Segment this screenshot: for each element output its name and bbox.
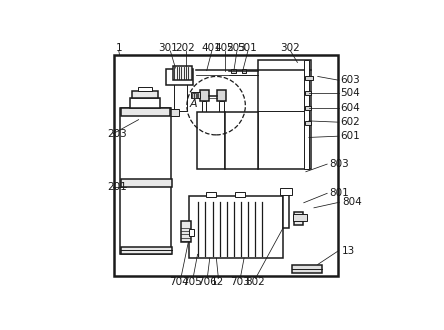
Text: 501: 501	[238, 44, 257, 53]
Bar	[121, 108, 170, 116]
Bar	[305, 106, 311, 110]
Text: 402: 402	[214, 44, 234, 53]
Text: 803: 803	[329, 159, 349, 169]
Bar	[190, 229, 194, 236]
Bar	[225, 112, 258, 169]
Bar	[304, 60, 309, 169]
Bar	[131, 98, 160, 108]
Bar	[218, 90, 226, 101]
Text: 201: 201	[107, 182, 127, 192]
Bar	[194, 93, 196, 98]
Bar	[305, 121, 311, 125]
Text: 13: 13	[342, 246, 355, 255]
Bar	[132, 91, 158, 98]
Bar	[121, 179, 172, 187]
Text: 12: 12	[211, 277, 225, 286]
Text: 1: 1	[116, 44, 123, 53]
Text: 703: 703	[230, 277, 250, 286]
Text: 802: 802	[245, 277, 265, 286]
Text: 604: 604	[341, 103, 361, 113]
Bar	[181, 221, 191, 242]
Text: 706: 706	[197, 277, 217, 286]
Text: 704: 704	[170, 277, 189, 286]
Bar	[170, 109, 178, 116]
Bar	[200, 90, 209, 101]
Text: A: A	[190, 99, 197, 110]
Text: 601: 601	[341, 131, 361, 141]
Text: 504: 504	[341, 88, 361, 98]
Bar	[235, 191, 246, 197]
Bar	[283, 193, 289, 228]
Bar	[166, 69, 193, 85]
Bar	[190, 196, 283, 258]
Bar	[138, 87, 152, 91]
Bar	[293, 212, 303, 225]
Bar	[258, 60, 311, 169]
Bar	[120, 108, 171, 254]
Bar	[305, 91, 311, 95]
Bar	[292, 265, 321, 273]
Text: 503: 503	[226, 44, 246, 53]
Bar	[202, 101, 206, 116]
Text: 602: 602	[341, 117, 361, 127]
Bar	[216, 115, 227, 125]
Bar	[174, 71, 187, 111]
Bar	[197, 93, 198, 98]
Bar	[197, 112, 225, 169]
Bar	[305, 76, 313, 80]
Bar	[219, 101, 224, 116]
Bar	[173, 66, 192, 80]
Bar	[293, 214, 307, 221]
Bar	[115, 55, 338, 276]
Bar	[242, 69, 246, 73]
Text: 301: 301	[158, 44, 178, 53]
Text: 401: 401	[201, 44, 221, 53]
Text: 302: 302	[280, 44, 300, 53]
Text: 801: 801	[329, 188, 349, 198]
Bar	[281, 188, 292, 195]
Text: 804: 804	[342, 197, 362, 207]
Text: 203: 203	[107, 129, 127, 139]
Bar	[191, 92, 200, 98]
Bar	[206, 191, 216, 197]
Text: 603: 603	[341, 75, 361, 85]
Bar	[201, 115, 207, 121]
Text: 705: 705	[182, 277, 202, 286]
Bar	[121, 247, 172, 254]
Text: 202: 202	[176, 44, 195, 53]
Bar	[192, 93, 194, 98]
Bar	[231, 69, 236, 73]
